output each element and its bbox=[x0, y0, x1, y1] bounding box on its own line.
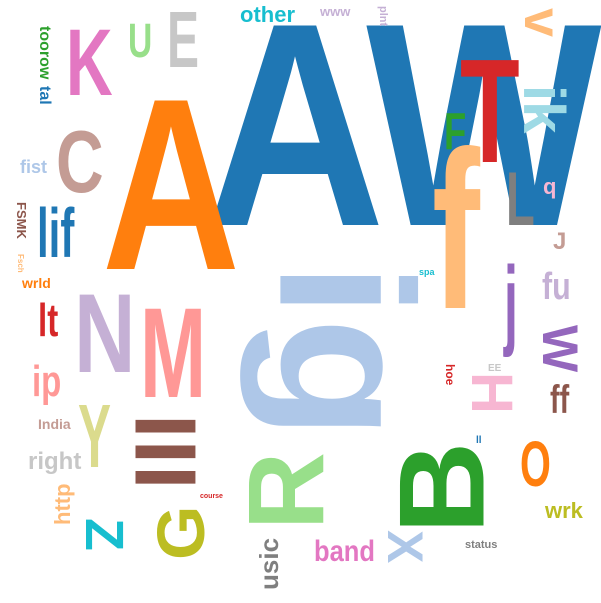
word-band: band bbox=[314, 535, 375, 568]
word-c: C bbox=[56, 112, 104, 211]
word-ll: ll bbox=[476, 435, 482, 446]
word-y: Y bbox=[78, 387, 112, 487]
word-j: j bbox=[504, 246, 518, 358]
word-k: K bbox=[66, 10, 113, 116]
word-spa: spa bbox=[419, 267, 435, 277]
word-usic: usic bbox=[254, 537, 284, 590]
word-india: India bbox=[38, 416, 71, 432]
word-lif: lif bbox=[37, 194, 75, 272]
word-hoe: hoe bbox=[443, 364, 457, 386]
word-course: course bbox=[200, 493, 223, 500]
word-r: R bbox=[225, 452, 346, 530]
word-ip: ip bbox=[32, 357, 62, 406]
word-z: Z bbox=[74, 518, 134, 551]
word-ik: ik bbox=[511, 85, 576, 134]
word-wrld: wrld bbox=[22, 275, 51, 291]
word-l: L bbox=[506, 157, 535, 242]
word-ll-bars: lll bbox=[121, 413, 214, 490]
word-other: other bbox=[240, 2, 295, 27]
word-a: A bbox=[102, 47, 241, 321]
word-www: www bbox=[320, 4, 351, 19]
word-e: E bbox=[167, 0, 200, 84]
word-t: T bbox=[460, 29, 520, 194]
word-h: H bbox=[459, 372, 524, 414]
word-q: q bbox=[543, 174, 557, 199]
word-status: status bbox=[465, 539, 498, 551]
word-wrk: wrk bbox=[545, 498, 583, 523]
word-fist: fist bbox=[20, 157, 47, 177]
word-http: http bbox=[50, 483, 75, 525]
word-fsmk: FSMK bbox=[14, 202, 29, 239]
word-n: N bbox=[74, 271, 136, 396]
word-j-small: J bbox=[553, 228, 567, 255]
word-aw: AW bbox=[205, 0, 601, 287]
word-lt: lt bbox=[38, 294, 59, 346]
word-x: X bbox=[377, 530, 433, 564]
word-ff: ff bbox=[550, 378, 570, 422]
word-f: f bbox=[432, 104, 480, 356]
word-ee: EE bbox=[488, 363, 502, 374]
word-u: U bbox=[128, 15, 153, 68]
word-tal: tal bbox=[36, 86, 53, 105]
word-toorow: toorow bbox=[36, 26, 53, 80]
word-ig: ig bbox=[239, 262, 452, 440]
word-b: B bbox=[374, 441, 511, 534]
word-fu: fu bbox=[542, 266, 571, 308]
word-f-small: F bbox=[444, 103, 467, 161]
word-plnt: plnt bbox=[377, 6, 389, 27]
word-m: M bbox=[140, 282, 207, 425]
word-w: W bbox=[532, 325, 588, 373]
word-g: G bbox=[144, 505, 219, 560]
word-v: v bbox=[513, 8, 571, 37]
word-o: O bbox=[520, 428, 551, 500]
word-right: right bbox=[28, 448, 82, 475]
word-fsch: Fsch bbox=[16, 254, 25, 273]
